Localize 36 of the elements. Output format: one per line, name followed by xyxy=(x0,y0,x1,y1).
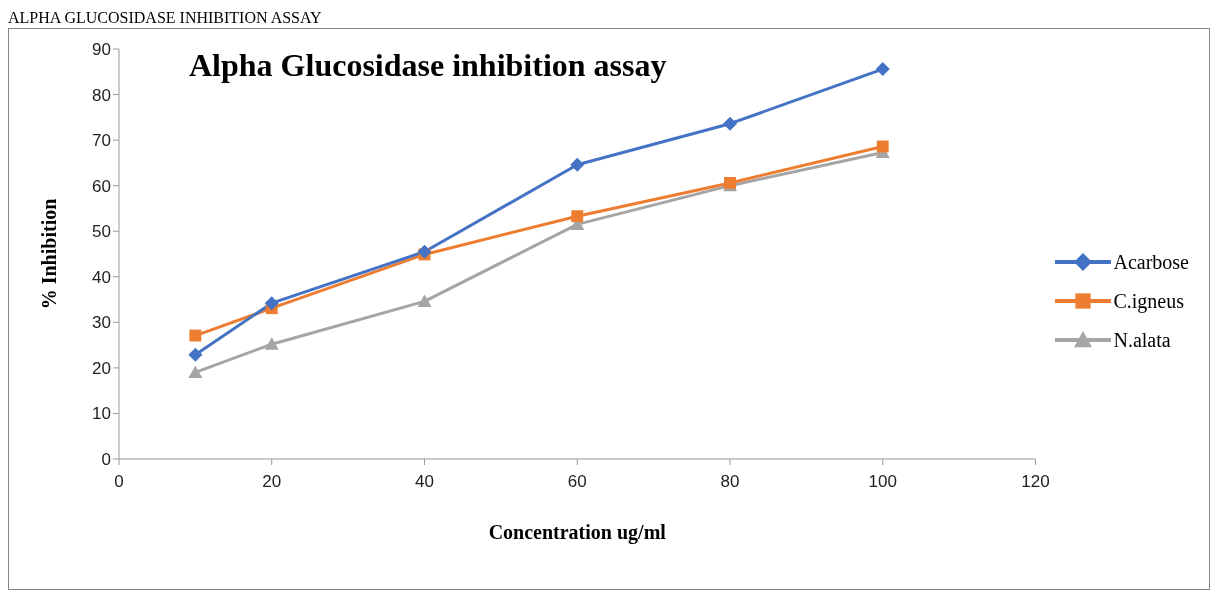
point xyxy=(189,329,202,342)
x-tick-label: 20 xyxy=(262,472,282,492)
point xyxy=(188,347,203,362)
point xyxy=(722,116,737,131)
x-tick-label: 100 xyxy=(868,472,897,492)
x-tick-label: 60 xyxy=(567,472,587,492)
legend-label: N.alata xyxy=(1113,328,1171,352)
y-tick-label: 90 xyxy=(92,40,111,60)
y-tick-label: 80 xyxy=(92,85,111,105)
x-tick-label: 0 xyxy=(114,472,124,492)
y-tick-label: 40 xyxy=(92,267,111,287)
y-tick-label: 70 xyxy=(92,131,111,151)
y-tick-label: 30 xyxy=(92,313,111,333)
y-tick-label: 10 xyxy=(92,404,111,424)
text: ALPHA GLUCOSIDASE INHIBITION ASSAY xyxy=(8,8,323,28)
point xyxy=(264,337,279,350)
point xyxy=(875,62,890,77)
point xyxy=(876,140,889,153)
x-tick-label: 40 xyxy=(415,472,434,492)
point xyxy=(264,296,279,311)
y-tick-label: 20 xyxy=(92,358,111,378)
point xyxy=(570,157,585,172)
legend-label: C.igneus xyxy=(1113,289,1185,313)
x-tick-label: 80 xyxy=(720,472,740,492)
point xyxy=(417,244,432,259)
x-axis-title: Concentration ug/ml xyxy=(488,521,667,544)
point xyxy=(571,210,584,223)
legend-label: Acarbose xyxy=(1113,250,1189,274)
chart-title: Alpha Glucosidase inhibition assay xyxy=(189,47,667,84)
point xyxy=(188,365,203,379)
x-tick-label: 120 xyxy=(1021,472,1050,492)
point xyxy=(417,294,432,307)
y-tick-label: 50 xyxy=(92,222,111,242)
y-axis-title: % Inhibition xyxy=(38,198,61,310)
y-tick-label: 0 xyxy=(101,450,111,470)
y-tick-label: 60 xyxy=(92,176,111,196)
